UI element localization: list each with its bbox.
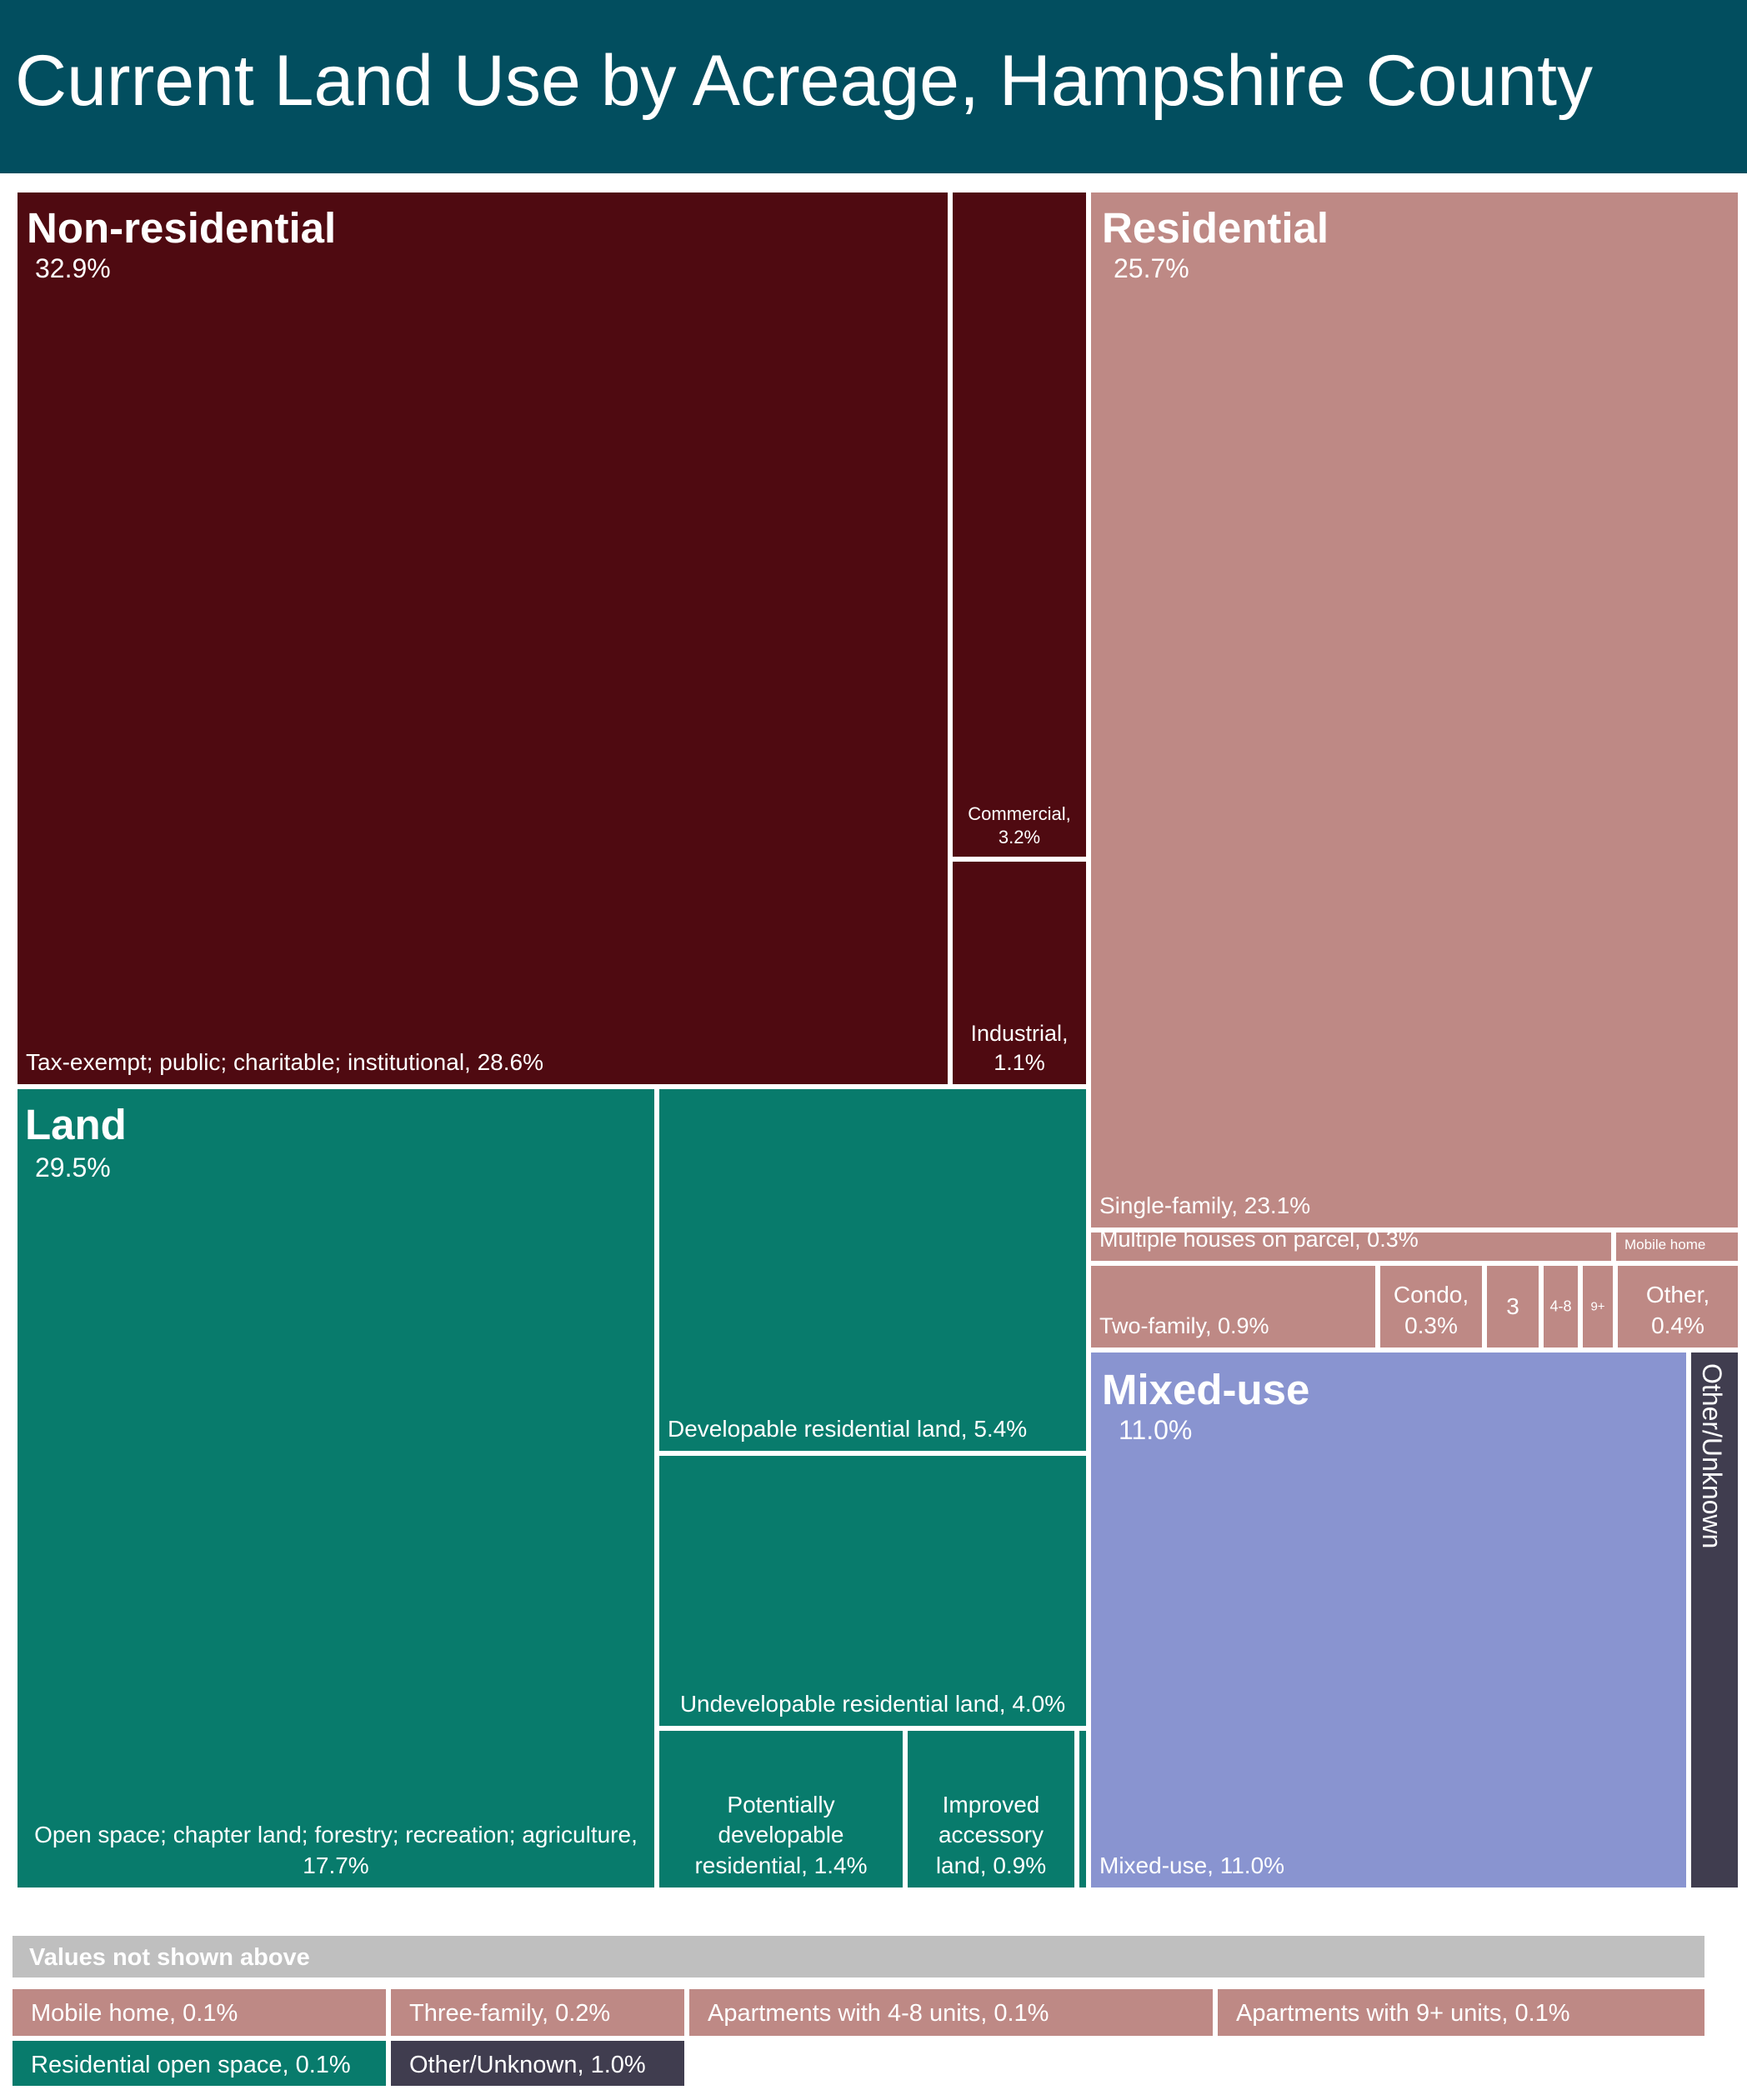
treemap-tile-land-developable-residential-land: Developable residential land, 5.4% bbox=[657, 1087, 1089, 1453]
treemap-tile-residential-other: Other, 0.4% bbox=[1615, 1263, 1740, 1350]
treemap-tile-non-residential-tax-exempt-public-charitable-institutional: Tax-exempt; public; charitable; institut… bbox=[15, 190, 950, 1087]
group-title-land: Land bbox=[25, 1101, 127, 1148]
treemap-tile-land-undevelopable-residential-land: Undevelopable residential land, 4.0% bbox=[657, 1453, 1089, 1728]
treemap-tile-residential-3: 3 bbox=[1484, 1263, 1541, 1350]
treemap-tile-residential-4-8: 4-8 bbox=[1541, 1263, 1580, 1350]
treemap-tile-non-residential-industrial: Industrial, 1.1% bbox=[950, 859, 1089, 1087]
not-shown-item-three-family: Three-family, 0.2% bbox=[388, 1987, 687, 2038]
tile-label: 9+ bbox=[1590, 1299, 1605, 1314]
tile-label: Mixed-use, 11.0% bbox=[1099, 1852, 1285, 1878]
tile-label: 3 bbox=[1506, 1292, 1519, 1319]
group-total-residential: 25.7% bbox=[1114, 253, 1189, 283]
tile-label: Improved accessory land, 0.9% bbox=[935, 1791, 1047, 1878]
treemap-tile-residential-two-family: Two-family, 0.9% bbox=[1089, 1263, 1378, 1350]
title-bar: Current Land Use by Acreage, Hampshire C… bbox=[0, 0, 1747, 173]
tile-label: Developable residential land, 5.4% bbox=[668, 1415, 1028, 1442]
treemap-tile-land-residential-open-space bbox=[1077, 1728, 1089, 1890]
tile-label: Other, 0.4% bbox=[1645, 1282, 1710, 1338]
treemap-tile-land-open-space-chapter-land-forestry-recreation-agriculture: Open space; chapter land; forestry; recr… bbox=[15, 1087, 657, 1890]
values-not-shown-header: Values not shown above bbox=[10, 1933, 1707, 1980]
treemap-tile-mixed-use-mixed-use: Mixed-use, 11.0% bbox=[1089, 1350, 1689, 1890]
treemap-tile-residential-mobile-home: Mobile home bbox=[1614, 1230, 1740, 1263]
tile-label: Open space; chapter land; forestry; recr… bbox=[34, 1822, 638, 1878]
group-title-mixed-use: Mixed-use bbox=[1102, 1366, 1310, 1413]
values-not-shown-title: Values not shown above bbox=[29, 1944, 310, 1971]
group-title-other-unknown: Other/Unknown bbox=[1697, 1363, 1727, 1549]
not-shown-item-other-unknown: Other/Unknown, 1.0% bbox=[388, 2038, 687, 2088]
group-total-land: 29.5% bbox=[35, 1152, 111, 1182]
tile-label: Tax-exempt; public; charitable; institut… bbox=[26, 1048, 543, 1075]
tile-label: Single-family, 23.1% bbox=[1099, 1192, 1311, 1218]
group-total-mixed-use: 11.0% bbox=[1119, 1415, 1193, 1445]
tile-label: Potentially developable residential, 1.4… bbox=[694, 1791, 868, 1878]
tile-label: Two-family, 0.9% bbox=[1099, 1312, 1269, 1338]
treemap-tile-land-improved-accessory-land: Improved accessory land, 0.9% bbox=[905, 1728, 1077, 1890]
group-title-non-residential: Non-residential bbox=[27, 204, 337, 252]
tile-label: Commercial, 3.2% bbox=[968, 802, 1071, 848]
treemap-tile-other-unknown-other-unknown bbox=[1689, 1350, 1740, 1890]
tile-label: Industrial, 1.1% bbox=[970, 1020, 1069, 1075]
not-shown-item-apartments-with-9-units: Apartments with 9+ units, 0.1% bbox=[1215, 1987, 1707, 2038]
tile-label: Multiple houses on parcel, 0.3% bbox=[1099, 1230, 1419, 1252]
treemap: Tax-exempt; public; charitable; institut… bbox=[15, 190, 1740, 1890]
treemap-tile-residential-condo: Condo, 0.3% bbox=[1378, 1263, 1484, 1350]
treemap-tile-residential-9: 9+ bbox=[1580, 1263, 1615, 1350]
not-shown-item-mobile-home: Mobile home, 0.1% bbox=[10, 1987, 388, 2038]
group-title-residential: Residential bbox=[1102, 204, 1329, 252]
group-total-non-residential: 32.9% bbox=[35, 253, 111, 283]
tile-label: 4-8 bbox=[1549, 1298, 1572, 1315]
tile-label: Undevelopable residential land, 4.0% bbox=[679, 1690, 1066, 1717]
treemap-tile-residential-single-family: Single-family, 23.1% bbox=[1089, 190, 1740, 1230]
chart-title: Current Land Use by Acreage, Hampshire C… bbox=[15, 41, 1593, 121]
tile-label: Condo, 0.3% bbox=[1393, 1282, 1469, 1338]
treemap-tile-land-potentially-developable-residential: Potentially developable residential, 1.4… bbox=[657, 1728, 905, 1890]
tile-label: Mobile home bbox=[1624, 1236, 1706, 1252]
not-shown-item-apartments-with-4-8-units: Apartments with 4-8 units, 0.1% bbox=[687, 1987, 1215, 2038]
treemap-tile-residential-multiple-houses-on-parcel: Multiple houses on parcel, 0.3% bbox=[1089, 1230, 1614, 1263]
not-shown-item-residential-open-space: Residential open space, 0.1% bbox=[10, 2038, 388, 2088]
treemap-tile-non-residential-commercial: Commercial, 3.2% bbox=[950, 190, 1089, 859]
